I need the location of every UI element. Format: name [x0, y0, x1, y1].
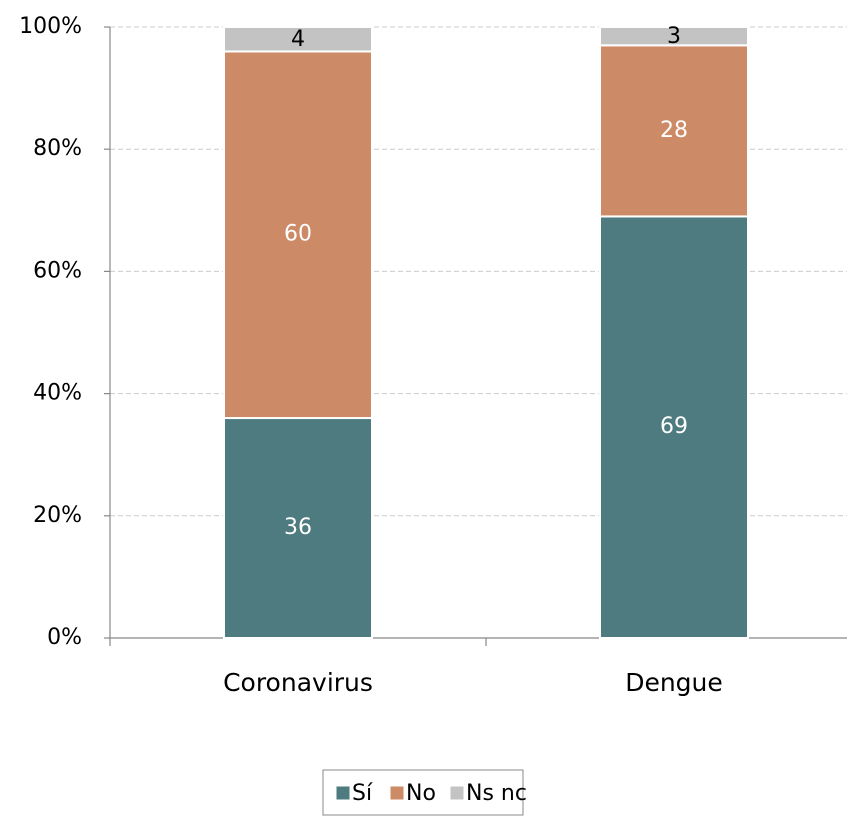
y-tick-label: 100%	[19, 14, 82, 39]
x-tick-label: Dengue	[625, 668, 723, 697]
legend-label: Ns nc	[466, 781, 527, 806]
legend-swatch	[449, 785, 465, 801]
data-label: 4	[291, 27, 305, 52]
bar-segment	[223, 50, 373, 420]
data-label: 28	[660, 118, 688, 143]
legend-frame	[322, 769, 524, 816]
bar-segment	[223, 417, 373, 640]
data-label: 36	[284, 515, 312, 540]
data-label: 3	[667, 24, 681, 49]
legend-swatch	[389, 785, 405, 801]
y-tick-label: 20%	[33, 503, 82, 528]
legend-label: No	[406, 781, 436, 806]
y-tick-label: 80%	[33, 136, 82, 161]
data-label: 60	[284, 222, 312, 247]
legend: Sí No Ns nc	[322, 769, 527, 816]
y-tick-label: 0%	[47, 625, 82, 650]
bar-segment	[599, 215, 749, 639]
data-label: 69	[660, 414, 688, 439]
y-tick-label: 40%	[33, 381, 82, 406]
legend-label: Sí	[352, 781, 373, 806]
bar-segment	[599, 26, 749, 47]
bar-segment	[223, 26, 373, 53]
y-tick-label: 60%	[33, 258, 82, 283]
x-tick-label: Coronavirus	[223, 668, 373, 697]
bar-segment	[599, 44, 749, 218]
legend-swatch	[335, 785, 351, 801]
